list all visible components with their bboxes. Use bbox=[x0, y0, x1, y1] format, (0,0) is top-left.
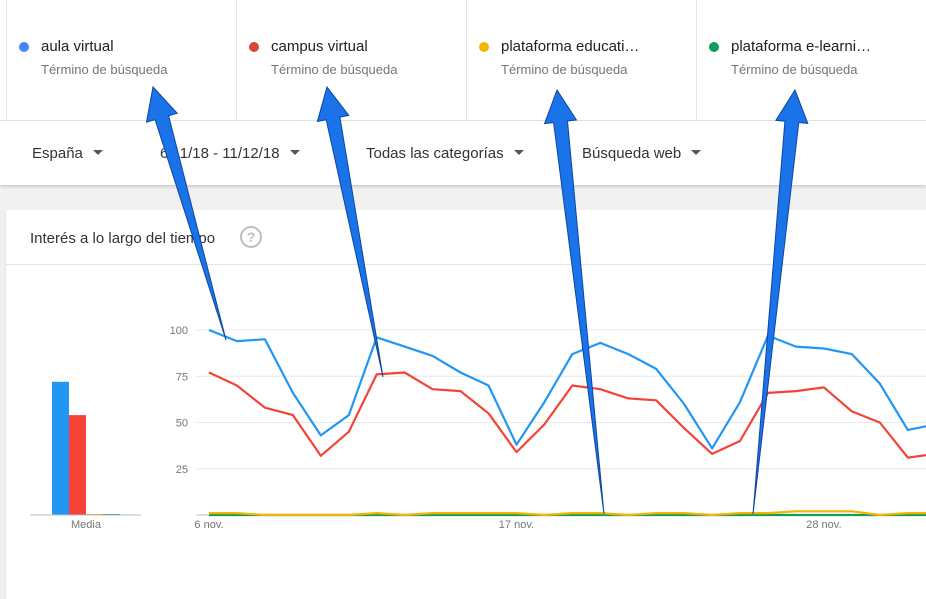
search-type-label: Búsqueda web bbox=[582, 145, 682, 162]
search-term-type: Término de búsqueda bbox=[731, 62, 858, 77]
help-icon[interactable]: ? bbox=[240, 226, 262, 248]
search-term-type: Término de búsqueda bbox=[41, 62, 168, 77]
search-term-name: campus virtual bbox=[271, 38, 368, 55]
y-tick-label: 100 bbox=[170, 325, 188, 337]
region-label: España bbox=[32, 145, 83, 162]
x-tick-label: 28 nov. bbox=[806, 519, 841, 531]
search-term-name: plataforma educati… bbox=[501, 38, 640, 55]
category-dropdown[interactable]: Todas las categorías bbox=[366, 145, 524, 162]
card-divider bbox=[6, 264, 926, 265]
search-term-type: Término de búsqueda bbox=[501, 62, 628, 77]
series-color-dot bbox=[249, 42, 259, 52]
search-term-card-plataforma-elearning[interactable]: plataforma e-learni… Término de búsqueda bbox=[696, 0, 926, 121]
region-dropdown[interactable]: España bbox=[32, 145, 103, 162]
search-term-card-plataforma-educativa[interactable]: plataforma educati… Término de búsqueda bbox=[466, 0, 696, 121]
series-color-dot bbox=[479, 42, 489, 52]
search-term-name: aula virtual bbox=[41, 38, 114, 55]
y-tick-label: 50 bbox=[176, 418, 188, 430]
search-term-type: Término de búsqueda bbox=[271, 62, 398, 77]
chevron-down-icon bbox=[691, 149, 702, 155]
y-tick-label: 25 bbox=[176, 464, 188, 476]
chevron-down-icon bbox=[92, 149, 103, 155]
search-term-card-aula-virtual[interactable]: aula virtual Término de búsqueda bbox=[6, 0, 236, 121]
series-color-dot bbox=[19, 42, 29, 52]
average-bar bbox=[52, 381, 69, 515]
y-tick-label: 75 bbox=[176, 371, 188, 383]
search-type-dropdown[interactable]: Búsqueda web bbox=[582, 145, 702, 162]
x-tick-label: 6 nov. bbox=[194, 519, 223, 531]
search-term-card-campus-virtual[interactable]: campus virtual Término de búsqueda bbox=[236, 0, 466, 121]
average-bar bbox=[69, 415, 86, 515]
average-label: Media bbox=[71, 519, 102, 531]
x-tick-label: 17 nov. bbox=[499, 519, 534, 531]
series-color-dot bbox=[709, 42, 719, 52]
search-term-name: plataforma e-learni… bbox=[731, 38, 872, 55]
chevron-down-icon bbox=[289, 149, 300, 155]
chevron-down-icon bbox=[513, 149, 524, 155]
series-line bbox=[208, 371, 926, 459]
category-label: Todas las categorías bbox=[366, 145, 504, 162]
